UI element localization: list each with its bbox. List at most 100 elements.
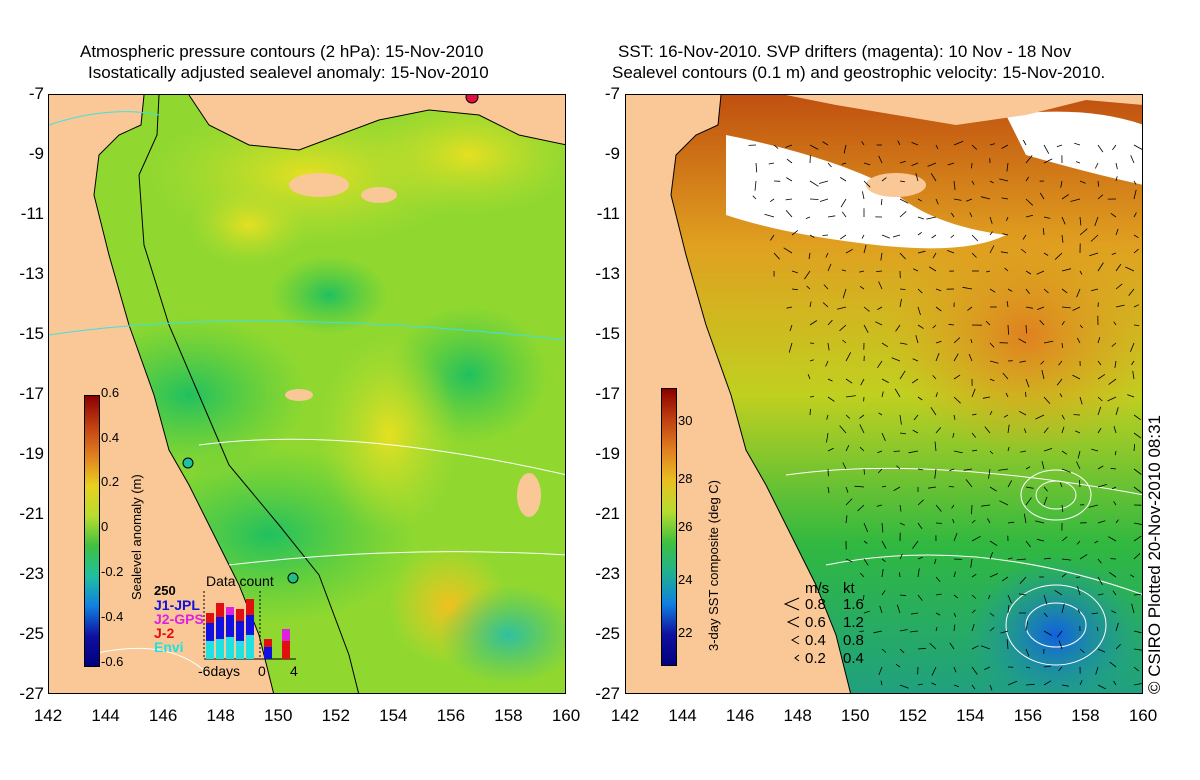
velocity-arrow: [1043, 486, 1048, 492]
velocity-arrow: [1133, 468, 1142, 475]
velocity-arrow: [878, 281, 883, 290]
right-title-line1: SST: 16-Nov-2010. SVP drifters (magenta)…: [618, 42, 1072, 61]
velocity-arrow: [917, 288, 923, 294]
velocity-arrow: [1133, 189, 1137, 200]
velocity-arrow: [1094, 540, 1099, 544]
velocity-arrow: [881, 391, 884, 398]
sst-map: 30 28 26 24 22 3-day SST composite (deg …: [625, 94, 1143, 694]
velocity-row-2-kt: 0.8: [843, 632, 864, 649]
velocity-arrow: [845, 498, 853, 506]
left-y-tick: -13: [19, 264, 44, 283]
velocity-arrow: [1070, 198, 1081, 202]
velocity-arrow: [917, 522, 923, 530]
velocity-arrow: [893, 486, 901, 491]
velocity-arrow: [932, 324, 937, 329]
velocity-arrow: [930, 407, 937, 416]
velocity-arrow: [989, 450, 994, 455]
velocity-arrow: [917, 306, 921, 316]
velocity-arrow: [985, 320, 991, 326]
velocity-arrow: [1097, 144, 1104, 153]
velocity-arrow: [842, 462, 847, 470]
velocity-arrow: [1043, 496, 1048, 506]
data-count-bars: [203, 591, 296, 660]
velocity-arrow: [953, 396, 961, 404]
sealevel-cb-tick-6: -0.6: [101, 654, 124, 669]
velocity-arrow: [1059, 393, 1063, 398]
velocity-arrow: [1133, 144, 1142, 150]
velocity-row-0-ms: 0.8: [805, 596, 826, 613]
right-y-tick: -9: [604, 144, 620, 163]
velocity-arrow: [876, 504, 883, 507]
velocity-arrow: [877, 306, 883, 310]
sst-map-graphic: [626, 95, 1142, 693]
velocity-arrow: [953, 666, 957, 673]
velocity-arrow: [1097, 684, 1106, 690]
velocity-arrow: [845, 248, 853, 254]
velocity-arrow: [785, 144, 793, 148]
data-count-max: 250: [154, 583, 176, 598]
velocity-arrow: [917, 216, 925, 220]
velocity-arrow: [1001, 144, 1009, 149]
velocity-arrow: [880, 252, 883, 261]
velocity-arrow: [1097, 180, 1100, 187]
velocity-arrow: [935, 612, 941, 616]
velocity-arrow: [1130, 155, 1135, 164]
sealevel-cb-tick-5: -0.4: [101, 609, 124, 624]
data-count-axis-right: 4: [290, 663, 298, 679]
velocity-arrow: [970, 558, 973, 568]
velocity-arrow: [881, 342, 889, 348]
copyright-text: © CSIRO Plotted 20-Nov-2010 08:31: [1145, 414, 1164, 694]
sealevel-map-graphic: [49, 95, 565, 693]
velocity-arrow: [953, 594, 959, 599]
velocity-arrow: [899, 504, 902, 512]
velocity-arrow: [881, 234, 890, 239]
velocity-arrow: [1090, 288, 1099, 292]
velocity-arrow: [1097, 194, 1104, 200]
velocity-arrow: [1076, 337, 1081, 344]
velocity-arrow: [822, 141, 829, 146]
velocity-arrow: [980, 645, 991, 650]
left-x-tick: 154: [379, 706, 408, 725]
velocity-arrow: [1043, 252, 1049, 256]
velocity-arrow: [1041, 369, 1045, 380]
velocity-arrow: [809, 198, 819, 200]
velocity-arrow: [1007, 521, 1015, 524]
velocity-arrow: [988, 468, 991, 479]
velocity-arrow: [809, 408, 811, 416]
velocity-arrow: [1114, 450, 1117, 456]
velocity-arrow: [783, 247, 793, 254]
velocity-arrow: [1109, 661, 1117, 668]
velocity-arrow: [989, 216, 993, 224]
velocity-arrow: [808, 252, 811, 260]
velocity-arrow: [1077, 609, 1081, 614]
velocity-arrow: [971, 645, 979, 650]
velocity-arrow: [1115, 407, 1119, 416]
velocity-arrow: [953, 532, 958, 542]
velocity-row-0-kt: 1.6: [843, 596, 864, 613]
velocity-arrow: [1079, 180, 1086, 184]
velocity-arrow: [899, 572, 901, 578]
velocity-arrow: [1006, 162, 1009, 172]
right-y-tick: -25: [595, 624, 620, 643]
velocity-arrow: [917, 683, 923, 686]
velocity-arrow: [915, 335, 919, 344]
velocity-arrow: [857, 504, 865, 512]
velocity-arrow: [863, 180, 871, 188]
velocity-arrow: [927, 162, 937, 167]
velocity-arrow: [845, 395, 856, 398]
velocity-arrow: [1025, 497, 1032, 506]
velocity-arrow: [1043, 612, 1048, 618]
velocity-arrow: [1019, 576, 1027, 584]
velocity-arrow: [1020, 248, 1027, 254]
velocity-arrow: [773, 252, 780, 260]
velocity-arrow: [1097, 337, 1101, 344]
velocity-arrow: [965, 479, 973, 488]
velocity-arrow: [839, 425, 847, 434]
velocity-arrow: [953, 198, 962, 201]
velocity-arrow: [881, 432, 886, 441]
right-x-tick: 144: [668, 706, 697, 725]
velocity-arrow: [806, 285, 811, 290]
right-y-tick: -7: [604, 84, 620, 103]
velocity-arrow: [971, 432, 977, 438]
velocity-arrow: [845, 414, 851, 419]
